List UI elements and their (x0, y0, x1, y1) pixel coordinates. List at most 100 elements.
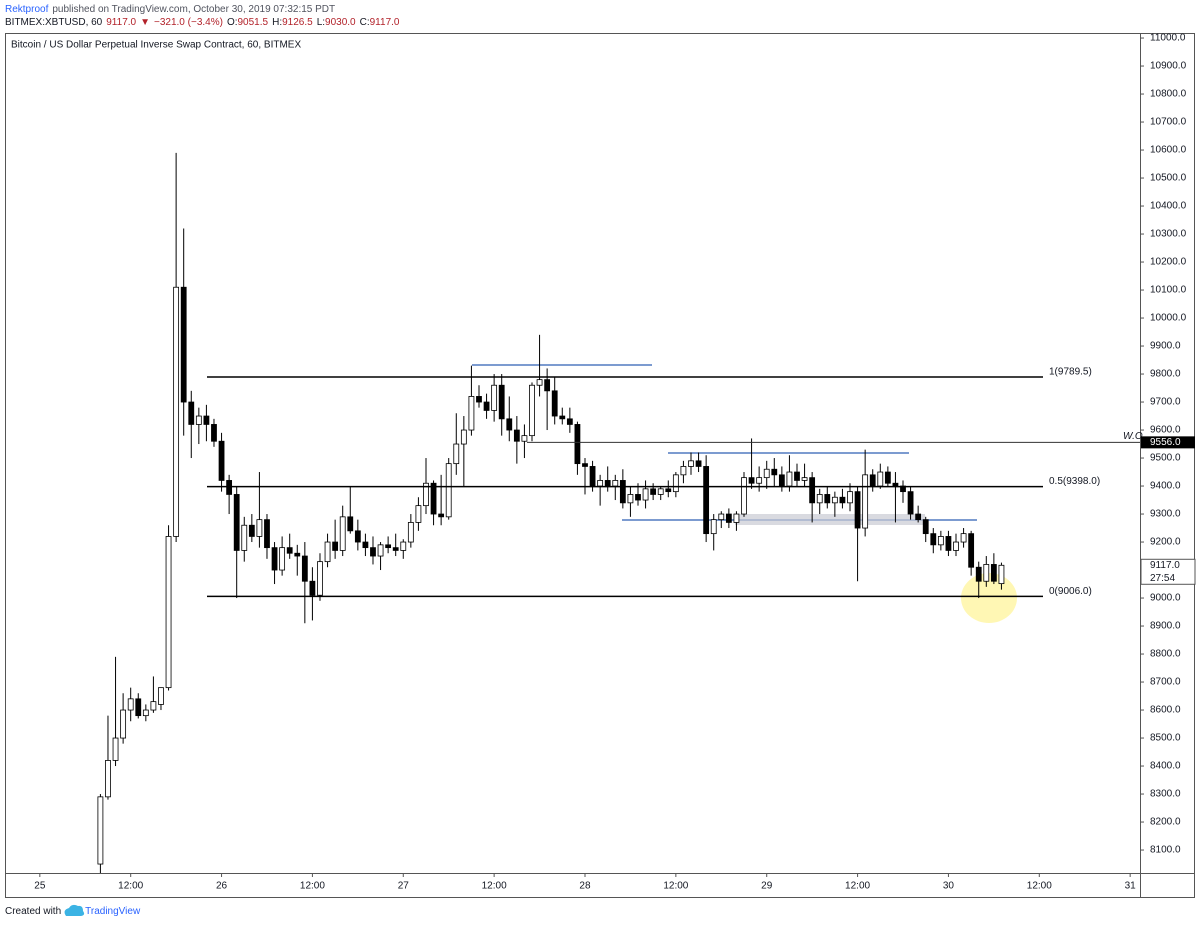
candle-body (566, 418, 573, 425)
candle-body (741, 477, 747, 515)
candle-body (218, 440, 225, 481)
y-tick-label: 8100.0 (1150, 845, 1181, 856)
y-tick-label: 8200.0 (1150, 817, 1181, 828)
countdown: 27:54 (1150, 573, 1175, 584)
y-tick-label: 9000.0 (1150, 593, 1181, 604)
y-tick-label: 9500.0 (1150, 453, 1181, 464)
y-tick-label: 10600.0 (1150, 145, 1187, 156)
candle-body (188, 401, 195, 425)
x-tick-label: 12:00 (845, 881, 870, 892)
candles (97, 152, 1005, 873)
candle-body (869, 474, 876, 487)
candle-body (271, 547, 278, 571)
candle-body (998, 564, 1005, 585)
candle-body (763, 468, 770, 479)
x-tick-label: 29 (761, 881, 773, 892)
wo-name: W.O (1123, 431, 1143, 442)
x-tick-label: 27 (398, 881, 410, 892)
candle-body (619, 480, 626, 504)
candle-body (112, 737, 119, 761)
candle-body (559, 415, 566, 420)
candle-body (377, 544, 384, 557)
y-tick-label: 9700.0 (1150, 397, 1181, 408)
y-tick-label: 10100.0 (1150, 285, 1187, 296)
candle-body (476, 396, 482, 403)
publish-line: Rektproof published on TradingView.com, O… (5, 4, 335, 15)
quote-part: 9051.5 (238, 17, 269, 28)
quote-line: BITMEX:XBTUSD, 60 9117.0 ▼ −321.0 (−3.4%) O:… (5, 17, 400, 28)
candle-body (158, 687, 164, 705)
level-label: 0.5(9398.0) (1049, 476, 1100, 487)
candle-body (491, 384, 498, 411)
x-tick-label: 28 (579, 881, 591, 892)
x-tick-label: 12:00 (118, 881, 143, 892)
candle-body (809, 477, 816, 504)
candle-body (286, 547, 293, 554)
author[interactable]: Rektproof (5, 4, 49, 15)
candle-body (309, 580, 316, 596)
publish-info: published on TradingView.com, October 30… (52, 4, 335, 15)
candle-body (824, 494, 831, 504)
x-tick-label: 12:00 (300, 881, 325, 892)
candle-body (551, 390, 558, 417)
shaded-zone (735, 514, 925, 525)
candle-body (582, 463, 588, 467)
candle-body (945, 536, 952, 551)
y-tick-label: 8600.0 (1150, 705, 1181, 716)
candle-body (915, 513, 922, 521)
candle-body (120, 709, 127, 739)
candle-body (688, 460, 694, 467)
quote-part: C: (360, 17, 370, 28)
candle-body (635, 494, 641, 501)
x-tick-label: 12:00 (1027, 881, 1052, 892)
candle-body (529, 384, 535, 437)
candle-body (922, 519, 929, 535)
candle-body (211, 424, 217, 442)
level-label: 1(9789.5) (1049, 367, 1092, 378)
y-tick-label: 8500.0 (1150, 733, 1181, 744)
candle-body (794, 471, 800, 481)
x-tick-label: 12:00 (482, 881, 507, 892)
candle-body (248, 524, 255, 537)
candle-body (279, 547, 286, 571)
candle-body (937, 536, 944, 546)
x-tick-label: 26 (216, 881, 228, 892)
candle-body (233, 494, 240, 551)
candle-body (294, 552, 301, 557)
candle-body (332, 541, 339, 551)
quote-part: L: (317, 17, 325, 28)
candle-body (195, 415, 202, 425)
candle-body (680, 466, 687, 476)
price-tag (1140, 558, 1196, 585)
candle-body (778, 474, 785, 487)
chart-frame (5, 33, 1195, 898)
candle-body (453, 443, 460, 465)
candle-body (150, 701, 157, 711)
y-tick-label: 10400.0 (1150, 201, 1187, 212)
y-tick-label: 8800.0 (1150, 649, 1181, 660)
candle-body (672, 474, 679, 493)
candle-body (612, 480, 619, 487)
y-tick-label: 10700.0 (1150, 117, 1187, 128)
y-tick-label: 11000.0 (1150, 33, 1186, 44)
candle-body (324, 541, 331, 563)
candle-body (536, 379, 543, 386)
x-tick-label: 30 (943, 881, 955, 892)
footer-text: Created with (5, 906, 61, 917)
footer-brand[interactable]: TradingView (85, 906, 141, 917)
candle-body (97, 796, 104, 865)
quote-part: H: (272, 17, 282, 28)
candle-body (892, 482, 899, 487)
logo (64, 904, 85, 916)
quote-part: 9030.0 (325, 17, 356, 28)
candle-body (317, 561, 323, 596)
candle-body (877, 471, 884, 487)
candle-body (884, 471, 891, 484)
candle-body (627, 494, 634, 504)
candle-body (105, 760, 111, 798)
candle-body (756, 477, 763, 484)
candle-body (301, 555, 308, 582)
candle-body (498, 384, 505, 420)
y-tick-label: 9200.0 (1150, 537, 1181, 548)
quote-part: 9117.0 (370, 17, 400, 28)
